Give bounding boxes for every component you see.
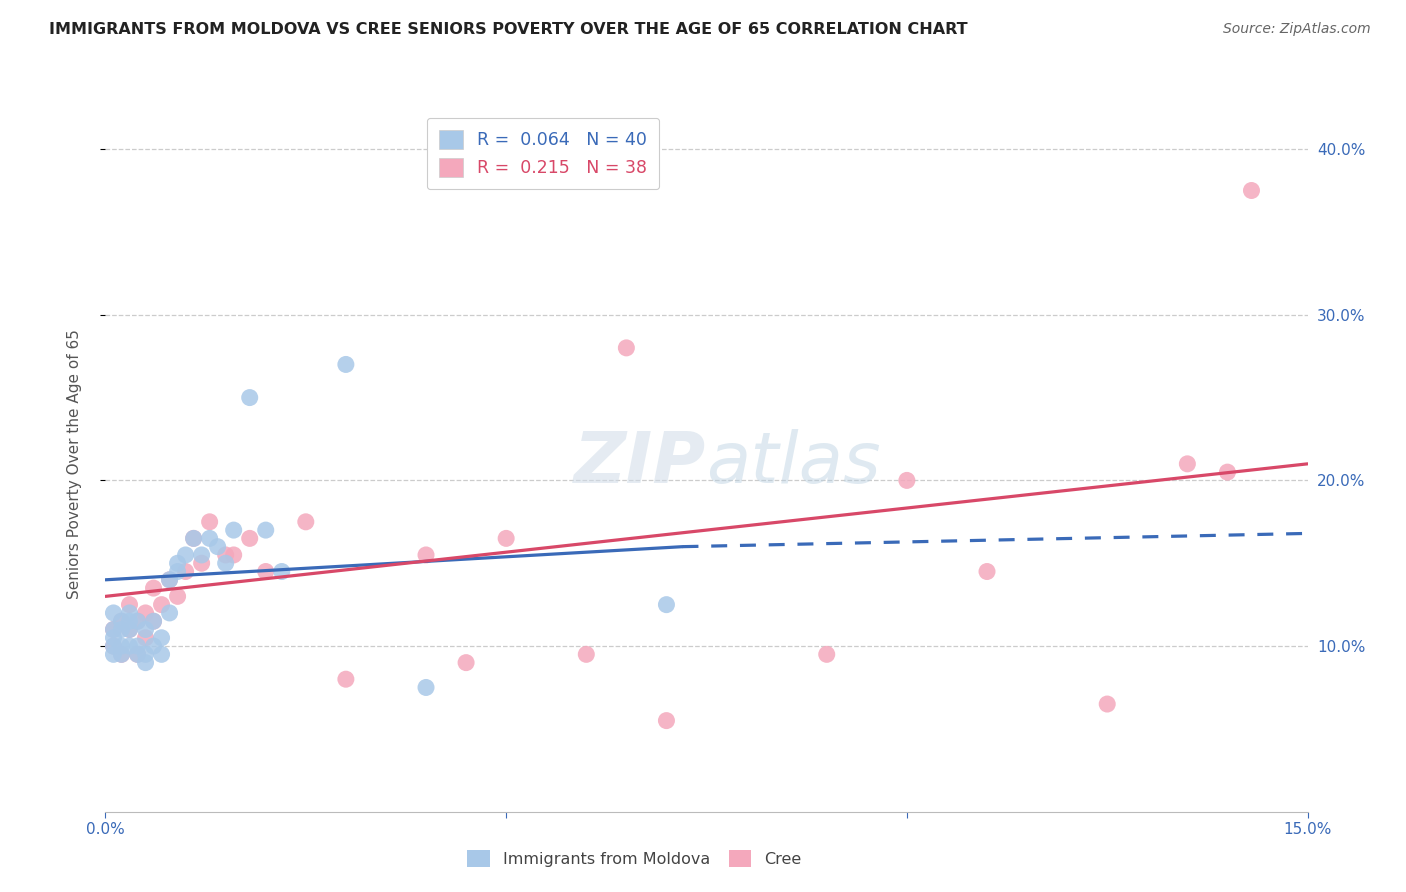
Point (239, 391, 262, 405)
Point (335, 358, 357, 372)
Point (190, 548, 212, 562)
Point (815, 648, 838, 662)
Point (118, 623, 141, 637)
Point (110, 648, 132, 662)
Point (135, 623, 157, 637)
Point (166, 565, 188, 579)
Point (127, 639, 149, 653)
Point (896, 474, 918, 488)
Text: IMMIGRANTS FROM MOLDOVA VS CREE SENIORS POVERTY OVER THE AGE OF 65 CORRELATION C: IMMIGRANTS FROM MOLDOVA VS CREE SENIORS … (49, 22, 967, 37)
Point (198, 532, 221, 546)
Point (655, 598, 678, 612)
Point (118, 623, 141, 637)
Point (454, 656, 477, 670)
Point (103, 623, 125, 637)
Point (159, 606, 181, 620)
Point (166, 590, 188, 604)
Point (103, 648, 125, 662)
Point (575, 648, 598, 662)
Point (103, 639, 125, 653)
Point (110, 623, 132, 637)
Legend: Immigrants from Moldova, Cree: Immigrants from Moldova, Cree (461, 844, 808, 873)
Point (127, 614, 149, 628)
Point (222, 548, 245, 562)
Point (616, 341, 638, 355)
Point (103, 639, 125, 653)
Point (1177, 457, 1199, 471)
Point (135, 606, 157, 620)
Text: atlas: atlas (707, 429, 882, 499)
Point (110, 639, 132, 653)
Point (239, 532, 262, 546)
Point (270, 565, 292, 579)
Y-axis label: Seniors Poverty Over the Age of 65: Seniors Poverty Over the Age of 65 (67, 329, 82, 599)
Point (127, 614, 149, 628)
Point (222, 523, 245, 537)
Point (127, 648, 149, 662)
Point (150, 598, 173, 612)
Point (495, 532, 517, 546)
Point (118, 598, 141, 612)
Point (135, 648, 157, 662)
Point (1097, 697, 1119, 711)
Point (110, 648, 132, 662)
Point (174, 548, 197, 562)
Point (207, 540, 229, 554)
Point (1240, 184, 1263, 198)
Point (135, 656, 157, 670)
Point (183, 532, 205, 546)
Point (135, 631, 157, 645)
Point (335, 672, 357, 686)
Point (103, 631, 125, 645)
Point (214, 548, 236, 562)
Text: Source: ZipAtlas.com: Source: ZipAtlas.com (1223, 22, 1371, 37)
Point (103, 623, 125, 637)
Point (118, 606, 141, 620)
Point (198, 515, 221, 529)
Text: ZIP: ZIP (574, 429, 707, 499)
Point (415, 548, 437, 562)
Point (150, 631, 173, 645)
Point (142, 639, 165, 653)
Point (295, 515, 318, 529)
Point (142, 581, 165, 595)
Point (142, 614, 165, 628)
Point (190, 556, 212, 570)
Point (150, 648, 173, 662)
Point (118, 639, 141, 653)
Point (976, 565, 998, 579)
Point (254, 565, 277, 579)
Point (142, 614, 165, 628)
Point (415, 681, 437, 695)
Point (110, 614, 132, 628)
Point (655, 714, 678, 728)
Point (159, 573, 181, 587)
Point (183, 532, 205, 546)
Point (159, 573, 181, 587)
Point (254, 523, 277, 537)
Point (118, 614, 141, 628)
Point (103, 606, 125, 620)
Point (174, 565, 197, 579)
Point (110, 614, 132, 628)
Point (214, 556, 236, 570)
Point (166, 556, 188, 570)
Point (127, 648, 149, 662)
Point (1216, 465, 1239, 479)
